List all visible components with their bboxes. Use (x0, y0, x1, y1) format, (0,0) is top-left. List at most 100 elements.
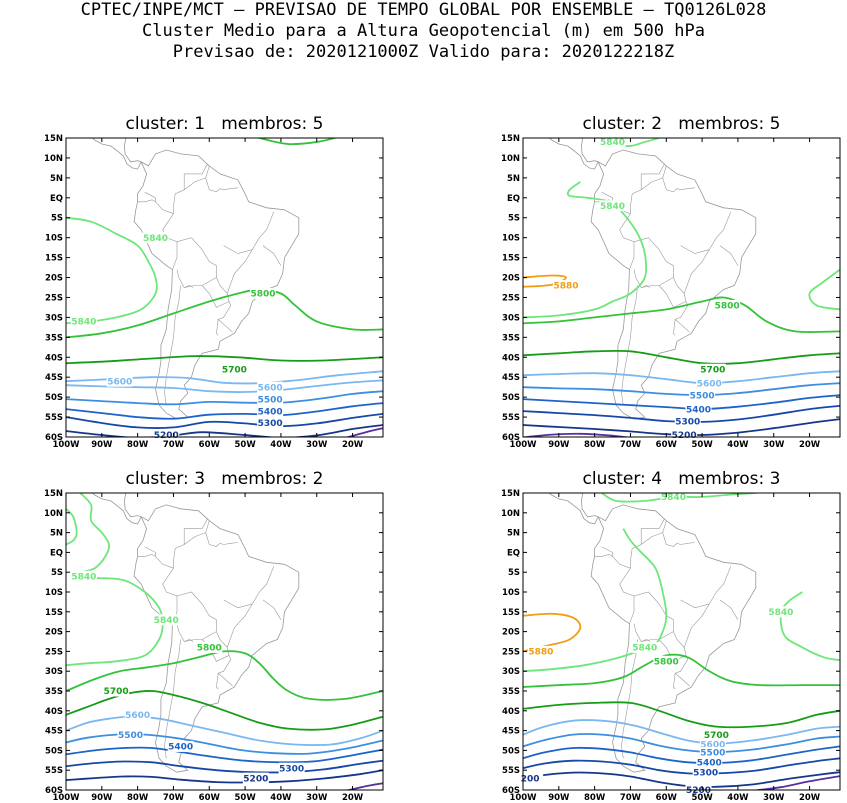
country-border (223, 245, 253, 254)
country-border (619, 163, 665, 270)
lon-tick-label: 60W (199, 440, 221, 450)
contour-label: 5300 (693, 768, 718, 778)
contour-label: 5700 (222, 365, 247, 375)
lon-tick-label: 80W (127, 793, 149, 803)
lon-tick-label: 70W (620, 440, 642, 450)
contour-label: 5700 (700, 365, 725, 375)
lon-tick-label: 30W (763, 440, 785, 450)
contour-label-bg (696, 377, 723, 389)
lat-tick-label: 40S (502, 353, 520, 363)
contour-line (66, 508, 78, 546)
header-line-3: Previsao de: 2020121000Z Valido para: 20… (172, 42, 675, 62)
map-layer (66, 138, 383, 437)
contour-label-bg (692, 766, 719, 778)
lat-tick-label: 5N (507, 529, 520, 539)
contour-label: 5800 (715, 302, 740, 312)
lat-tick-label: 20S (502, 274, 520, 284)
map-layer (66, 493, 383, 790)
lat-tick-label: 50S (502, 393, 520, 403)
contour-line (523, 382, 840, 397)
country-border (223, 599, 253, 609)
lat-tick-label: EQ (507, 194, 520, 204)
lat-tick-label: 5S (508, 568, 520, 578)
contour-line (66, 746, 383, 764)
country-border (683, 566, 732, 648)
contour-line (66, 733, 383, 755)
lon-tick-label: 30W (763, 793, 785, 803)
lat-tick-label: 10N (501, 154, 520, 164)
country-border (137, 191, 156, 203)
contour-label: 5840 (71, 318, 96, 328)
contour-label: 5800 (654, 658, 679, 668)
country-border (658, 277, 687, 308)
contour-line (66, 424, 383, 437)
lat-tick-label: 40S (45, 353, 63, 363)
lon-tick-label: 70W (163, 440, 185, 450)
lon-tick-label: 100W (509, 440, 537, 450)
lat-tick-label: 60S (502, 786, 520, 796)
lat-tick-label: EQ (507, 548, 520, 558)
contour-label: 5200 (243, 774, 268, 784)
contour-label-bg (527, 645, 554, 657)
contour-label-bg (106, 375, 133, 387)
contour-line (66, 288, 383, 339)
lat-tick-label: 50S (45, 746, 63, 756)
lat-tick-label: 45S (45, 373, 63, 383)
contour-line (752, 775, 840, 790)
contour-label-bg (142, 232, 169, 244)
lat-tick-label: 50S (502, 746, 520, 756)
coastline-south-america (133, 504, 300, 773)
lon-tick-label: 60W (656, 793, 678, 803)
lat-tick-label: 10S (502, 234, 520, 244)
lon-tick-label: 40W (270, 793, 292, 803)
contour-line (66, 413, 383, 429)
lat-tick-label: 55S (45, 413, 63, 423)
contour-line (523, 612, 582, 653)
lon-tick-label: 90W (91, 440, 113, 450)
country-border (176, 591, 217, 642)
lat-tick-label: EQ (50, 548, 63, 558)
coastline-south-america (590, 149, 757, 420)
lat-tick-label: 15N (44, 489, 63, 499)
contour-label-bg (699, 746, 726, 758)
contour-line (66, 759, 383, 774)
contour-label-bg (117, 729, 144, 741)
lon-tick-label: 80W (584, 440, 606, 450)
contour-label-bg (714, 299, 741, 311)
country-border (162, 518, 208, 624)
map-plot: 5840 5840 5800 5700 5600 5600 5500 5400 5300 5200… (44, 134, 384, 450)
contour-label-bg (552, 280, 579, 292)
country-border (673, 673, 676, 690)
lat-tick-label: 45S (502, 373, 520, 383)
contour-label-bg (653, 655, 680, 667)
contour-line (523, 757, 840, 775)
contour-label-bg (221, 363, 248, 375)
lat-tick-label: 40S (502, 707, 520, 717)
lat-tick-label: 30S (502, 313, 520, 323)
contour-label: 5840 (154, 616, 179, 626)
lon-tick-label: 20W (342, 793, 364, 803)
country-border (226, 566, 275, 648)
contour-label-bg (153, 614, 180, 626)
contour-label: 5600 (258, 383, 283, 393)
map-plot: 5840 5840 5880 5840 5800 57005600550054005300… (501, 489, 841, 803)
lon-tick-label: 20W (342, 440, 364, 450)
contour-label-bg (599, 200, 626, 212)
contour-label: 5300 (258, 419, 283, 429)
contour-label-bg (257, 381, 284, 393)
contour-label: 5600 (700, 741, 725, 751)
country-border (680, 245, 710, 254)
lat-tick-label: 15S (502, 608, 520, 618)
map-panel-cluster-2: cluster: 2 membros: 5 5840 5840 5880 5800 57… (501, 114, 841, 450)
panel-title: cluster: 1 membros: 5 (125, 114, 324, 134)
lon-tick-label: 100W (52, 793, 80, 803)
country-border (612, 556, 631, 569)
header-line-2: Cluster Medio para a Altura Geopotencial… (142, 21, 705, 41)
contour-label-bg (196, 641, 223, 653)
lon-tick-label: 50W (234, 793, 256, 803)
contour-label: 5500 (258, 395, 283, 405)
contour-label: 5200 (154, 431, 179, 441)
contour-label: 5880 (528, 648, 553, 658)
contour-label-bg (153, 429, 180, 441)
contour-label: 5800 (197, 644, 222, 654)
